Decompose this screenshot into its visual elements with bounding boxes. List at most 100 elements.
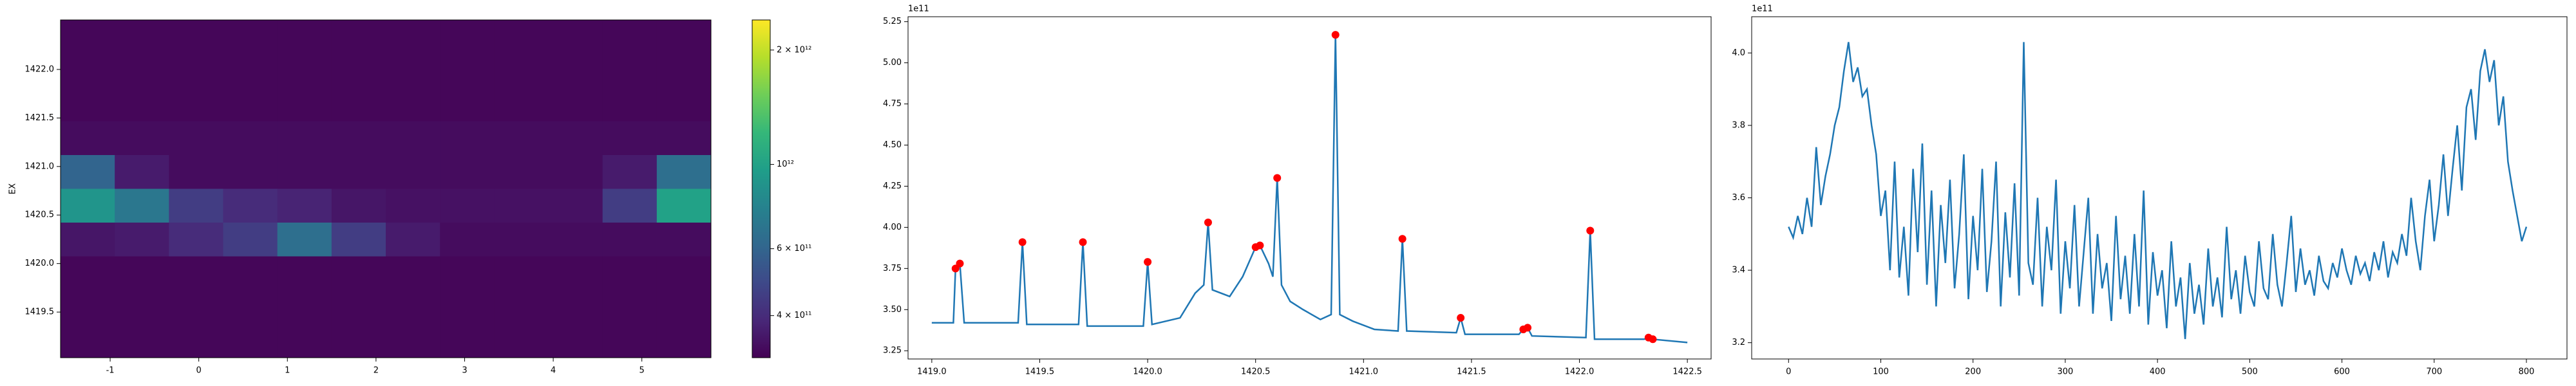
x-tick-label: 200 [1965,367,1981,377]
heatmap-cell [440,155,495,189]
heatmap-cell [548,290,603,324]
colorbar-tick-label: 2 × 10¹² [777,45,811,55]
heatmap-cell [277,53,332,88]
heatmap-cell [494,121,549,156]
peak-marker [1331,31,1340,39]
x-tick-label: 4 [551,366,556,376]
heatmap-cell [331,324,386,358]
heatmap-cell [494,53,549,88]
axes-frame [60,19,712,358]
x-tick-label: 1421.0 [1349,367,1379,377]
offset-text: 1e11 [1752,5,1773,14]
heatmap-cell [277,223,332,257]
peak-marker [1457,314,1465,322]
heatmap-cell [386,121,440,156]
heatmap-cell [331,223,386,257]
peak-marker [956,259,964,268]
heatmap-cell [548,324,603,358]
colorbar-tick-label: 10¹² [777,160,794,169]
heatmap-cell [277,121,332,156]
y-tick-label: 4.50 [883,140,902,150]
heatmap-cell [115,324,169,358]
heatmap-cell [277,188,332,223]
y-tick-label: 1419.5 [25,308,55,317]
y-tick-label: 1421.5 [25,113,55,123]
axes-frame [907,16,1712,360]
heatmap-cell [115,121,169,156]
y-tick-label: 3.4 [1732,266,1745,275]
heatmap-cell [61,87,115,122]
heatmap-cell [277,87,332,122]
x-tick-label: 1422.5 [1672,367,1702,377]
heatmap-cell [386,290,440,324]
heatmap-cell [223,324,278,358]
heatmap-cell [548,87,603,122]
heatmap-cell [548,53,603,88]
heatmap-cell [331,155,386,189]
heatmap-cell [331,87,386,122]
x-tick-label: 100 [1873,367,1889,377]
y-tick-label: 3.8 [1732,120,1745,130]
heatmap-cell [277,290,332,324]
peak-marker [1649,335,1657,344]
x-tick-label: 0 [1786,367,1791,377]
x-tick-label: 600 [2334,367,2350,377]
heatmap-cell [223,256,278,291]
heatmap-cell [277,155,332,189]
heatmap-cell [223,155,278,189]
heatmap-cell [494,155,549,189]
y-axis-label: EX [8,183,18,194]
x-tick-label: 1420.0 [1133,367,1162,377]
x-tick-label: 1 [285,366,290,376]
heatmap-cell [115,20,169,54]
heatmap-cell [331,290,386,324]
heatmap-cell [277,324,332,358]
heatmap-cell [386,87,440,122]
y-tick-label: 3.2 [1732,338,1745,347]
data-line [931,35,1688,344]
peak-marker [1079,238,1087,246]
heatmap-cell [440,188,495,223]
heatmap-cell [223,223,278,257]
heatmap-cell [440,87,495,122]
heatmap-cell [169,87,223,122]
heatmap-cell [656,256,712,291]
x-tick-label: 2 [374,366,379,376]
y-tick-label: 1421.0 [25,161,55,171]
heatmap-cell [494,290,549,324]
heatmap-cell [331,188,386,223]
x-tick-label: 1419.5 [1025,367,1055,377]
x-tick-label: 700 [2426,367,2442,377]
heatmap-cell [386,53,440,88]
x-tick-label: 400 [2150,367,2166,377]
x-tick-label: 3 [462,366,467,376]
heatmap-cell [494,223,549,257]
heatmap-cell [656,20,712,54]
heatmap-cell [602,324,658,358]
x-tick-label: 1422.0 [1565,367,1595,377]
heatmap-cell [602,256,658,291]
heatmap-cell [223,121,278,156]
heatmap-cell [656,155,712,189]
heatmap-cell [115,188,169,223]
heatmap-cell [548,256,603,291]
heatmap-cell [602,20,658,54]
peak-marker [1018,238,1027,246]
y-tick-label: 5.25 [883,17,902,26]
heatmap-cell [223,20,278,54]
heatmap-cell [494,188,549,223]
heatmap-cell [331,53,386,88]
colorbar-tick-label: 6 × 10¹¹ [777,244,811,253]
data-line [1788,42,2528,340]
peak-marker [1273,174,1282,182]
heatmap-cell [331,20,386,54]
heatmap-cell [331,256,386,291]
heatmap-cell [602,121,658,156]
heatmap-cell [61,256,115,291]
heatmap-cell [656,53,712,88]
heatmap-cell [386,324,440,358]
heatmap-cell [386,256,440,291]
x-tick-label: 1420.5 [1241,367,1271,377]
heatmap-cell [115,290,169,324]
